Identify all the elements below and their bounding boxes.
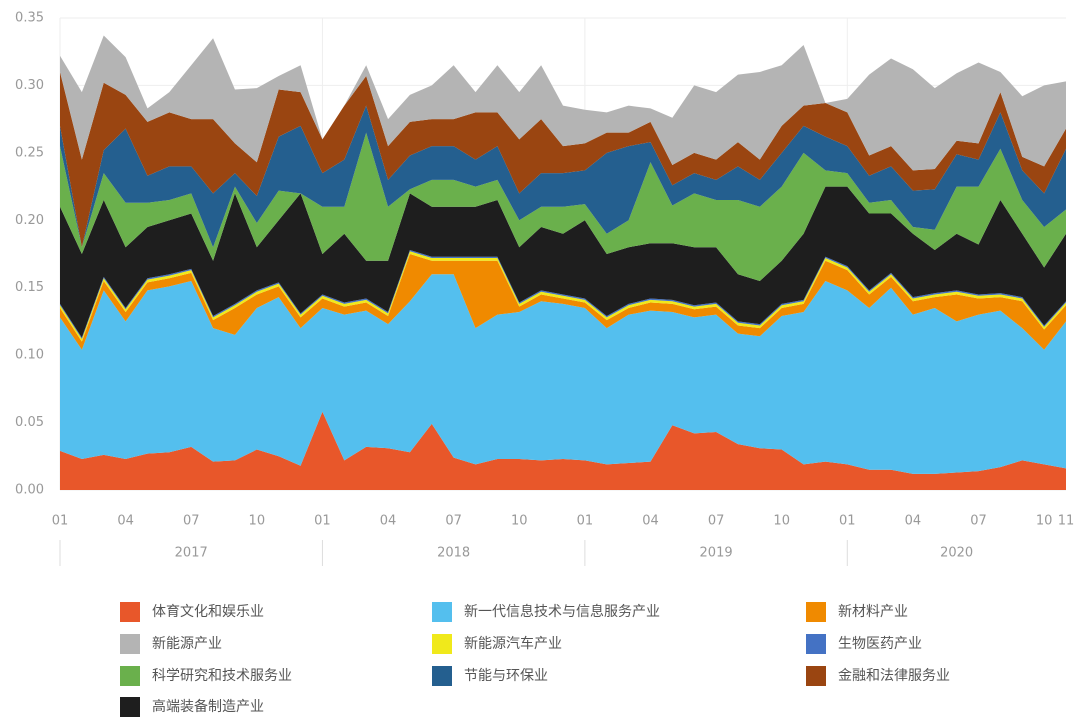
year-label: 2017	[175, 546, 208, 561]
area	[60, 411, 1066, 490]
legend-swatch	[806, 666, 826, 686]
y-tick-label: 0.35	[15, 11, 44, 26]
y-tick-label: 0.30	[15, 78, 44, 93]
x-tick-label: 04	[117, 514, 134, 529]
legend-label: 新能源汽车产业	[464, 635, 562, 652]
legend-swatch	[432, 602, 452, 622]
y-tick-label: 0.10	[15, 348, 44, 363]
legend-label: 体育文化和娱乐业	[152, 604, 264, 620]
area	[60, 254, 1066, 350]
legend-swatch	[432, 666, 452, 686]
x-tick-label: 01	[577, 514, 594, 529]
legend-swatch	[806, 634, 826, 654]
legend-swatch	[120, 666, 140, 686]
legend-swatch	[432, 634, 452, 654]
x-tick-label: 01	[314, 514, 331, 529]
y-tick-label: 0.05	[15, 415, 44, 430]
x-tick-label: 01	[52, 514, 69, 529]
legend-label: 节能与环保业	[464, 668, 548, 684]
area	[60, 186, 1066, 338]
legend-swatch	[120, 634, 140, 654]
x-tick-label: 01	[839, 514, 856, 529]
y-tick-label: 0.25	[15, 145, 44, 160]
legend-label: 新能源产业	[152, 636, 222, 652]
legend-label: 科学研究和技术服务业	[152, 668, 292, 684]
x-tick-label: 07	[183, 514, 200, 529]
area	[60, 35, 1066, 171]
area	[60, 274, 1066, 474]
area	[60, 251, 1066, 342]
x-tick-label: 10	[511, 514, 528, 529]
x-tick-label: 10	[249, 514, 266, 529]
x-tick-label: 11	[1058, 514, 1075, 529]
legend-label: 高端装备制造产业	[152, 698, 264, 715]
x-tick-label: 04	[380, 514, 397, 529]
y-tick-label: 0.20	[15, 213, 44, 228]
y-tick-label: 0.15	[15, 280, 44, 295]
legend-label: 生物医药产业	[838, 636, 922, 652]
x-tick-label: 10	[1036, 514, 1053, 529]
legend-swatch	[806, 602, 826, 622]
legend-label: 新一代信息技术与信息服务产业	[464, 603, 660, 620]
y-tick-label: 0.00	[15, 483, 44, 498]
x-tick-label: 07	[708, 514, 725, 529]
legend-swatch	[120, 697, 140, 717]
x-tick-label: 04	[905, 514, 922, 529]
year-label: 2020	[940, 546, 973, 561]
legend-label: 金融和法律服务业	[838, 668, 950, 684]
area	[60, 105, 1066, 248]
year-label: 2019	[700, 546, 733, 561]
x-tick-label: 10	[773, 514, 790, 529]
year-label: 2018	[437, 546, 470, 561]
legend-label: 新材料产业	[838, 604, 908, 620]
x-tick-label: 07	[445, 514, 462, 529]
legend-swatch	[120, 602, 140, 622]
x-tick-label: 04	[642, 514, 659, 529]
area	[60, 71, 1066, 248]
x-tick-label: 07	[970, 514, 987, 529]
